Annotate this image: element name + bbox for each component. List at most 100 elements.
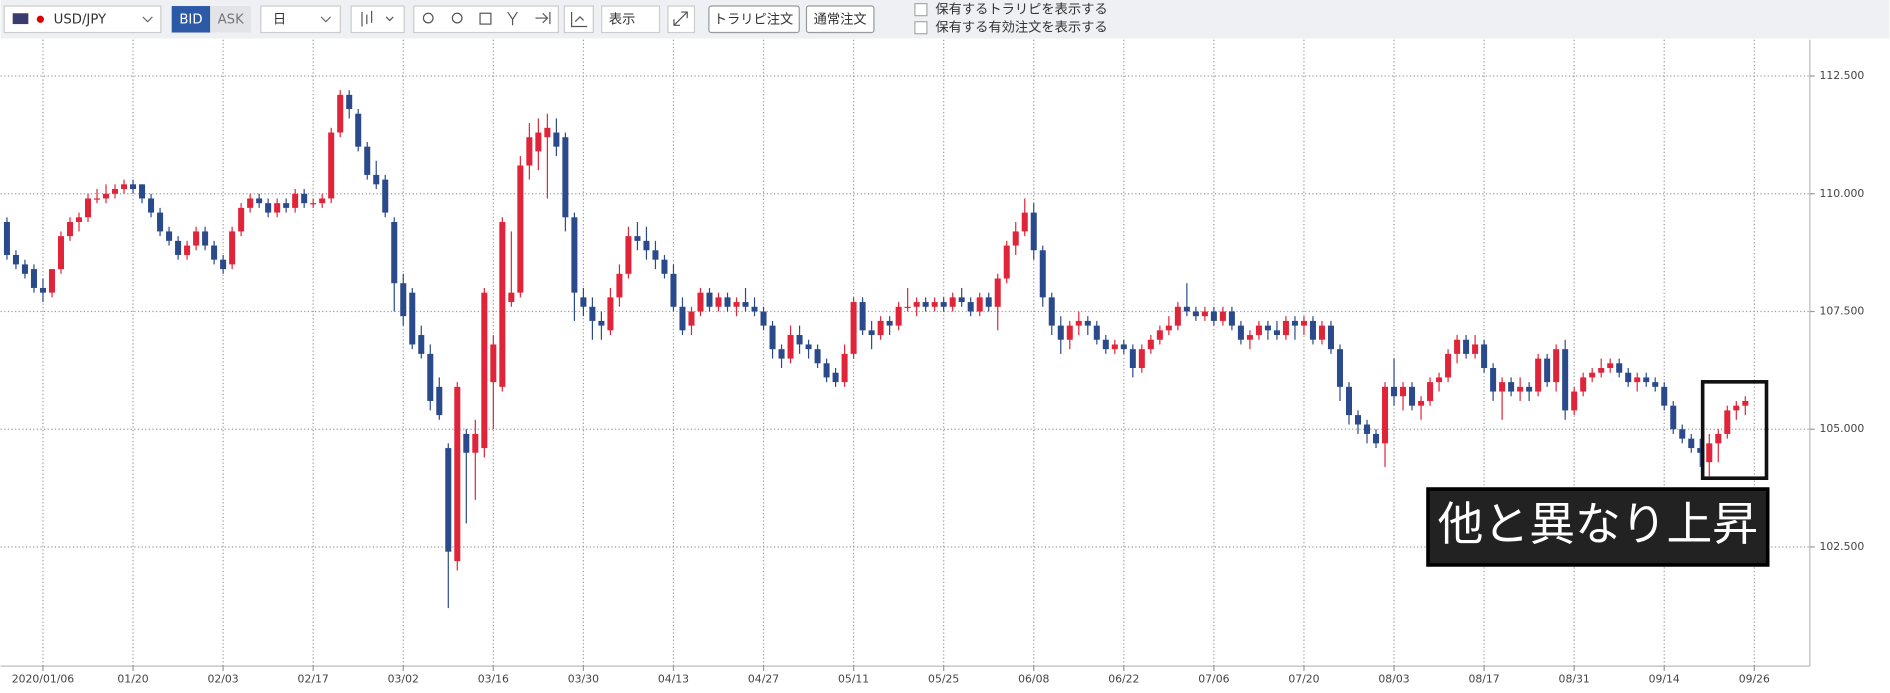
symbol-select[interactable] (3, 5, 162, 34)
candle-body (21, 264, 28, 274)
candle-body (1724, 410, 1731, 434)
candle-body (1111, 344, 1118, 350)
x-tick-label: 08/03 (1378, 672, 1409, 685)
candle-body (1571, 391, 1578, 411)
candle-body (481, 292, 488, 449)
chart-type-select[interactable] (350, 5, 405, 34)
y-tick-label: 102.500 (1819, 540, 1864, 553)
candle-body (364, 146, 371, 175)
candle-body (355, 113, 362, 147)
candle-body (12, 254, 19, 265)
candle-body (823, 363, 830, 378)
indicator-button[interactable] (563, 5, 594, 34)
candle-body (409, 292, 416, 345)
candle-body (130, 184, 137, 190)
candle-body (1336, 349, 1343, 387)
candle-body (400, 283, 407, 317)
latest[interactable] (535, 12, 551, 25)
view-button[interactable] (601, 5, 661, 34)
candle-body (121, 184, 128, 190)
candle-body (39, 287, 46, 293)
candle-body (508, 292, 515, 303)
candle-body (904, 306, 911, 308)
candle-body (1373, 433, 1380, 444)
candle-body (616, 273, 623, 298)
candle-body (265, 203, 272, 213)
candle-body (1634, 377, 1641, 383)
period-select[interactable] (260, 5, 341, 34)
candle-body (1309, 320, 1316, 340)
candle-body (1508, 382, 1515, 392)
candle-body (940, 302, 947, 307)
candle-body (94, 198, 101, 200)
candle-body (1327, 325, 1334, 350)
candle-body (535, 132, 542, 152)
candle-body (1490, 368, 1497, 392)
candle-body (976, 297, 983, 312)
candle-body (1174, 306, 1181, 326)
candle-body (1553, 349, 1560, 383)
y-tick-label: 105.000 (1819, 422, 1864, 435)
candle-body (1084, 320, 1091, 326)
zoom-in[interactable] (422, 12, 434, 24)
cursor[interactable] (507, 11, 518, 26)
candle-body (1192, 311, 1199, 317)
bid-button[interactable] (171, 6, 211, 33)
fullscreen-button[interactable] (667, 5, 696, 34)
x-tick-label: 06/22 (1108, 672, 1139, 685)
candle-body (139, 184, 146, 199)
ask-label: ASK (218, 12, 244, 27)
candle-body (895, 306, 902, 326)
candle-body (724, 297, 731, 307)
candle-body (1246, 335, 1253, 340)
tool-group[interactable] (413, 5, 559, 34)
candle-body (805, 344, 812, 350)
trap-order-label: トラリピ注文 (714, 11, 794, 27)
x-tick-label: 09/26 (1739, 672, 1770, 685)
candle-body (1697, 448, 1704, 453)
fit[interactable] (479, 12, 492, 25)
candle-body (283, 203, 290, 208)
normal-order-button[interactable] (805, 5, 875, 34)
x-tick-label: 02/17 (298, 672, 329, 685)
checkbox[interactable] (914, 21, 928, 35)
candle-body (913, 302, 920, 307)
candle-body (589, 306, 596, 321)
annotation: 他と異なり上昇 (1438, 498, 1758, 551)
x-tick-label: 2020/01/06 (12, 672, 75, 685)
candle-body (1066, 325, 1073, 340)
candle-body (958, 297, 965, 303)
candle-body (328, 132, 335, 199)
highlight-box (1700, 380, 1769, 481)
x-tick-label: 07/20 (1288, 672, 1319, 685)
x-tick-label: 04/13 (658, 672, 689, 685)
trap-order-button[interactable] (708, 5, 800, 34)
candle-body (75, 217, 83, 223)
candle-body (1418, 400, 1425, 406)
candle-body (175, 240, 182, 255)
candle-body (526, 137, 533, 166)
normal-order-label: 通常注文 (814, 11, 867, 27)
candle-icon (361, 10, 394, 27)
zoom-out[interactable] (451, 12, 463, 24)
x-tick-label: 04/27 (748, 672, 779, 685)
flag-dot (36, 15, 44, 23)
candle-body (643, 240, 650, 251)
candle-body (1436, 377, 1443, 383)
candle-body (778, 349, 785, 359)
candle-body (1544, 358, 1551, 383)
candle-body (562, 137, 569, 218)
candle-body (1445, 353, 1452, 378)
candle-body (1291, 320, 1298, 326)
candle-body (1210, 311, 1217, 321)
show-orders-label: 保有する有効注文を表示する (935, 20, 1107, 36)
candle-body (841, 353, 848, 383)
candle-body (436, 386, 443, 416)
candle-body (319, 198, 326, 204)
ask-button[interactable] (210, 6, 252, 33)
candle-body (967, 302, 974, 312)
candle-body (661, 259, 668, 274)
candle-body (112, 189, 119, 194)
checkbox[interactable] (914, 3, 928, 17)
candle-body (337, 94, 344, 133)
